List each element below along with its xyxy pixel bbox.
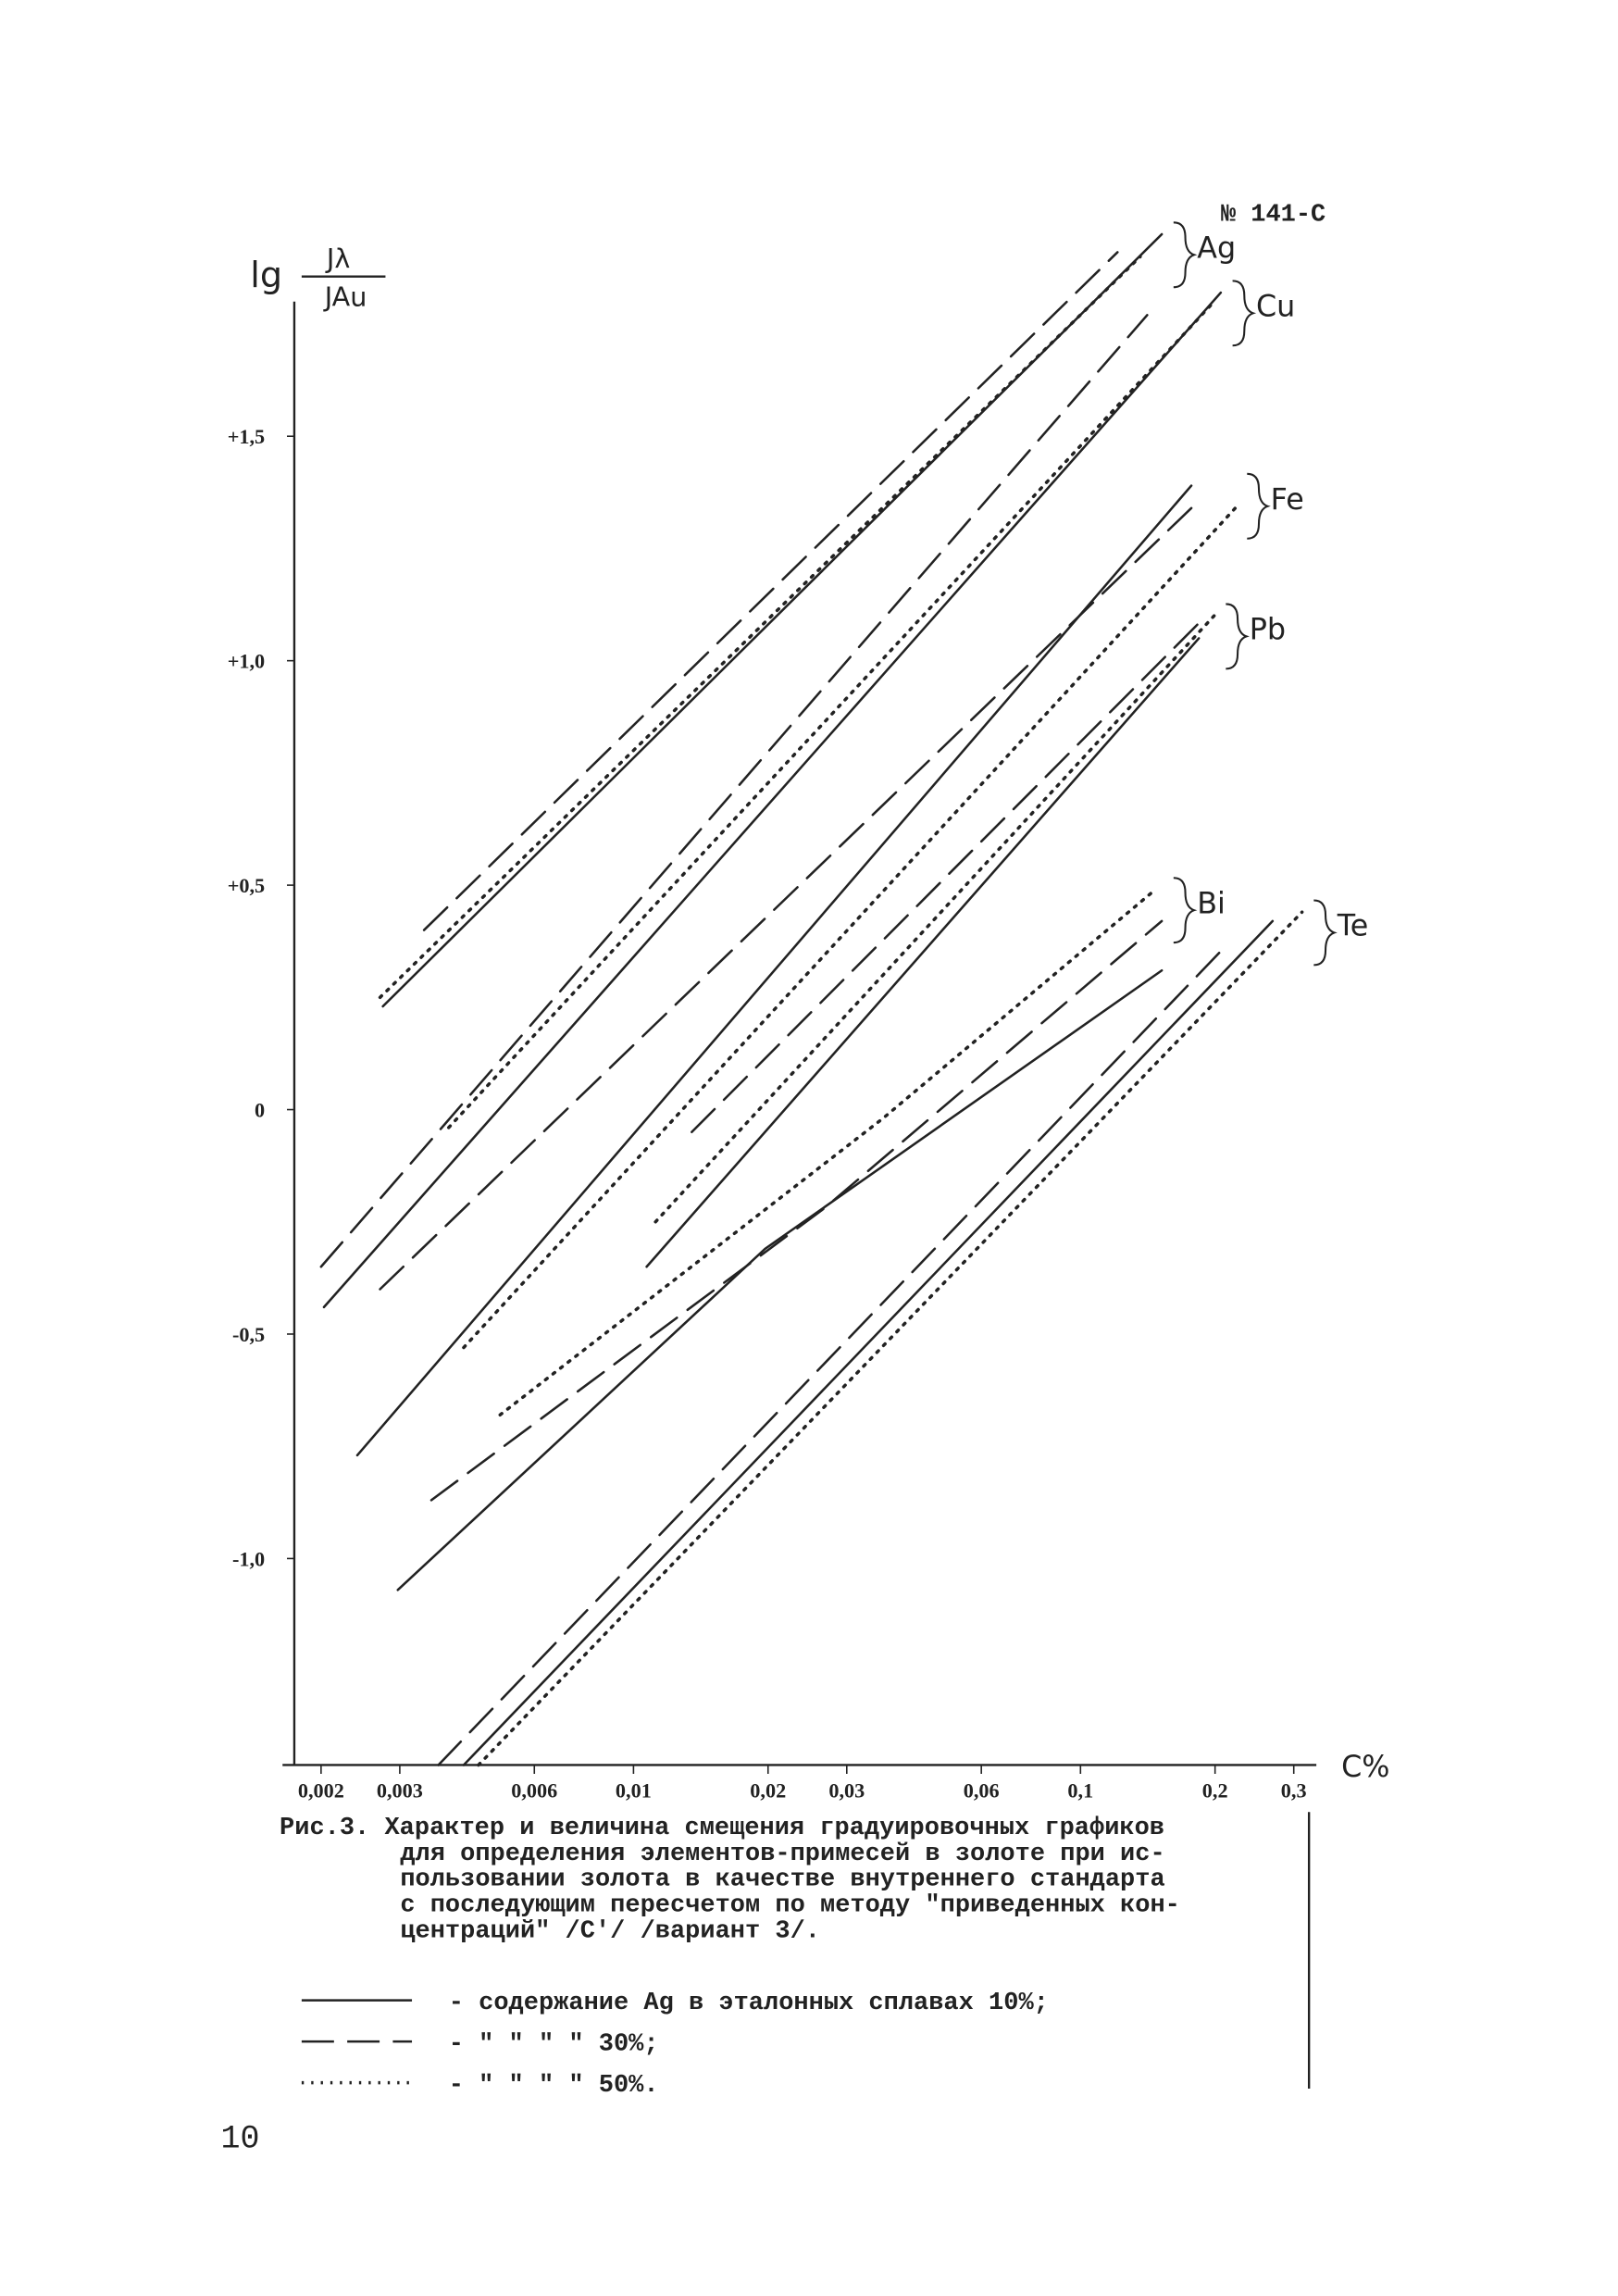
- y-label-denominator: JAu: [323, 281, 367, 312]
- x-tick-label: 0,3: [1281, 1778, 1307, 1802]
- y-tick-label: +0,5: [228, 874, 265, 897]
- calibration-line: [462, 919, 1275, 1766]
- group-label: Ag: [1197, 231, 1236, 265]
- y-label-numerator: Jλ: [325, 243, 350, 274]
- x-tick-label: 0,003: [377, 1778, 423, 1802]
- calibration-line: [355, 484, 1193, 1457]
- calibration-line: [447, 300, 1216, 1129]
- group-label: Bi: [1197, 887, 1226, 920]
- x-tick-label: 0,03: [828, 1778, 865, 1802]
- brace: [1173, 221, 1198, 289]
- y-tick-label: +1,5: [228, 425, 265, 448]
- brace: [1173, 877, 1198, 944]
- y-label-prefix: lg: [250, 255, 282, 295]
- y-tick-label: 0: [255, 1098, 265, 1121]
- calibration-line: [462, 506, 1238, 1350]
- group-label: Fe: [1271, 483, 1304, 517]
- x-axis-label: C%: [1341, 1751, 1389, 1784]
- calibration-line: [645, 637, 1201, 1268]
- calibration-line: [319, 314, 1149, 1268]
- x-tick-label: 0,2: [1202, 1778, 1228, 1802]
- calibration-line: [378, 255, 1142, 1000]
- caption-line: для определения элементов-примесей в зол…: [400, 1841, 1164, 1868]
- y-tick-label: +1,0: [228, 650, 265, 673]
- calibration-line: [691, 614, 1208, 1134]
- brace: [1232, 280, 1257, 347]
- calibration-line: [422, 251, 1119, 931]
- y-tick-label: -0,5: [232, 1323, 265, 1346]
- calibration-line: [379, 506, 1193, 1291]
- caption-line: с последующим пересчетом по методу "прив…: [400, 1892, 1180, 1920]
- page-number: 10: [221, 2122, 260, 2158]
- group-label: Cu: [1256, 290, 1295, 323]
- y-tick-label: -1,0: [232, 1547, 265, 1570]
- calibration-line: [322, 291, 1223, 1309]
- legend-label: - содержание Ag в эталонных сплавах 10%;: [449, 1990, 1049, 2017]
- calibration-line: [396, 968, 1164, 1591]
- caption-line: пользовании золота в качестве внутреннег…: [400, 1866, 1164, 1894]
- calibration-line: [498, 888, 1157, 1417]
- calibration-line: [437, 942, 1230, 1766]
- group-label: Te: [1337, 910, 1369, 943]
- header: № 141-С: [1221, 201, 1326, 229]
- legend-label: - " " " " 50%.: [449, 2072, 659, 2100]
- x-tick-label: 0,01: [616, 1778, 652, 1802]
- brace: [1247, 472, 1271, 540]
- caption-line: Рис.3. Характер и величина смещения град…: [280, 1815, 1164, 1842]
- calibration-line: [429, 919, 1164, 1502]
- brace: [1313, 899, 1338, 967]
- legend-label: - " " " " 30%;: [449, 2031, 659, 2059]
- brace: [1226, 603, 1250, 670]
- group-label: Pb: [1250, 614, 1286, 647]
- x-tick-label: 0,02: [750, 1778, 786, 1802]
- x-tick-label: 0,1: [1067, 1778, 1093, 1802]
- x-tick-label: 0,002: [298, 1778, 344, 1802]
- x-tick-label: 0,06: [964, 1778, 1000, 1802]
- calibration-line: [653, 614, 1216, 1224]
- caption-line: центраций" /C'/ /вариант 3/.: [400, 1917, 820, 1945]
- x-tick-label: 0,006: [511, 1778, 557, 1802]
- calibration-line: [477, 910, 1304, 1767]
